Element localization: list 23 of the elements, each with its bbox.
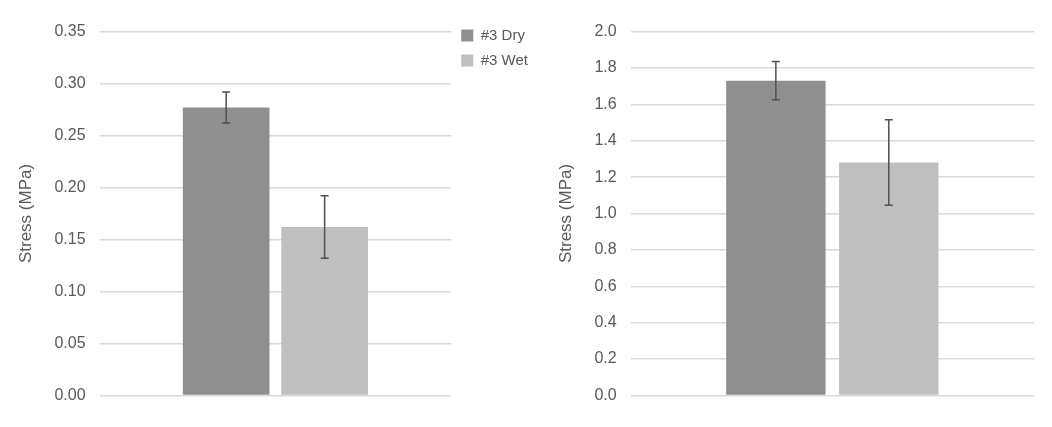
y-tick-label: 0.05 <box>54 333 86 351</box>
legend-label: #3 Dry <box>480 25 526 43</box>
legend-label: #3 Wet <box>480 50 529 68</box>
y-tick-label: 0.30 <box>54 73 86 91</box>
y-tick-label: 0.8 <box>594 240 617 258</box>
y-axis-title: Stress (MPa) <box>555 163 575 264</box>
y-tick-label: 1.8 <box>594 58 617 76</box>
y-tick-label: 1.2 <box>594 167 617 185</box>
y-tick-label: 1.4 <box>594 131 617 149</box>
y-tick-label: 0.10 <box>54 281 86 299</box>
y-tick-label: 0.4 <box>594 313 617 331</box>
y-tick-label: 0.2 <box>594 349 617 367</box>
y-tick-label: 0.35 <box>54 22 86 40</box>
y-tick-label: 0.6 <box>594 276 617 294</box>
y-tick-label: 0.20 <box>54 177 86 195</box>
y-tick-label: 0.0 <box>594 385 617 403</box>
y-tick-label: 2.0 <box>594 22 617 40</box>
y-tick-label: 0.00 <box>54 385 86 403</box>
y-tick-label: 0.25 <box>54 125 86 143</box>
y-tick-label: 1.6 <box>594 94 617 112</box>
y-tick-label: 0.15 <box>54 229 86 247</box>
y-tick-label: 1.0 <box>594 203 617 221</box>
y-axis-title: Stress (MPa) <box>15 163 35 264</box>
